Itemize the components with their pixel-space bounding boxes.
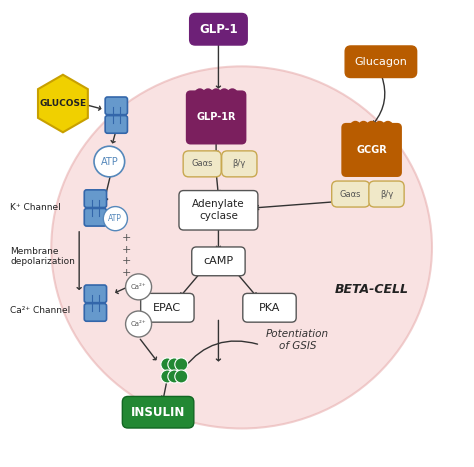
FancyBboxPatch shape <box>84 304 107 321</box>
FancyBboxPatch shape <box>141 293 194 322</box>
FancyBboxPatch shape <box>243 293 296 322</box>
Text: β/γ: β/γ <box>380 190 393 198</box>
Circle shape <box>103 206 128 231</box>
Ellipse shape <box>51 66 432 429</box>
FancyBboxPatch shape <box>192 247 245 276</box>
Text: GLUCOSE: GLUCOSE <box>39 99 86 108</box>
FancyBboxPatch shape <box>105 97 128 115</box>
Polygon shape <box>38 75 88 132</box>
FancyBboxPatch shape <box>190 14 247 45</box>
Circle shape <box>94 146 125 177</box>
Text: ATP: ATP <box>109 214 122 223</box>
Text: GCGR: GCGR <box>356 145 387 155</box>
FancyBboxPatch shape <box>222 151 257 177</box>
Text: cAMP: cAMP <box>203 256 234 266</box>
FancyBboxPatch shape <box>179 191 258 230</box>
Text: Gaαs: Gaαs <box>191 159 213 169</box>
Text: Membrane
depolarization: Membrane depolarization <box>10 247 75 266</box>
Text: INSULIN: INSULIN <box>131 406 185 419</box>
FancyBboxPatch shape <box>187 92 246 143</box>
Text: β/γ: β/γ <box>233 159 246 169</box>
Text: GLP-1: GLP-1 <box>199 23 238 36</box>
FancyBboxPatch shape <box>84 190 107 207</box>
FancyBboxPatch shape <box>369 181 404 207</box>
Text: Ca²⁺: Ca²⁺ <box>131 321 146 327</box>
Circle shape <box>175 370 188 383</box>
Circle shape <box>175 358 188 371</box>
FancyBboxPatch shape <box>332 181 370 207</box>
FancyBboxPatch shape <box>342 124 401 176</box>
Text: GLP-1R: GLP-1R <box>196 113 236 122</box>
Text: Gaαs: Gaαs <box>340 190 362 198</box>
Text: +: + <box>122 268 131 278</box>
Text: Ca²⁺ Channel: Ca²⁺ Channel <box>10 305 71 315</box>
Circle shape <box>161 358 174 371</box>
Text: Glucagon: Glucagon <box>355 57 407 67</box>
Circle shape <box>168 370 181 383</box>
Text: Adenylate
cyclase: Adenylate cyclase <box>192 199 245 221</box>
Text: BETA-CELL: BETA-CELL <box>335 283 409 296</box>
Text: +: + <box>122 256 131 266</box>
FancyBboxPatch shape <box>345 46 417 78</box>
Text: PKA: PKA <box>259 303 280 313</box>
FancyBboxPatch shape <box>183 151 221 177</box>
Circle shape <box>161 370 174 383</box>
FancyBboxPatch shape <box>122 396 194 428</box>
Circle shape <box>168 358 181 371</box>
Text: EPAC: EPAC <box>153 303 182 313</box>
Circle shape <box>126 311 152 337</box>
Circle shape <box>126 274 152 300</box>
Text: +: + <box>122 245 131 255</box>
Text: Ca²⁺: Ca²⁺ <box>131 284 146 290</box>
FancyBboxPatch shape <box>84 285 107 303</box>
Text: Potentiation
of GSIS: Potentiation of GSIS <box>266 330 329 351</box>
FancyBboxPatch shape <box>84 208 107 226</box>
FancyBboxPatch shape <box>105 116 128 133</box>
Text: K⁺ Channel: K⁺ Channel <box>10 204 61 212</box>
Text: +: + <box>122 233 131 243</box>
Text: ATP: ATP <box>100 156 118 167</box>
